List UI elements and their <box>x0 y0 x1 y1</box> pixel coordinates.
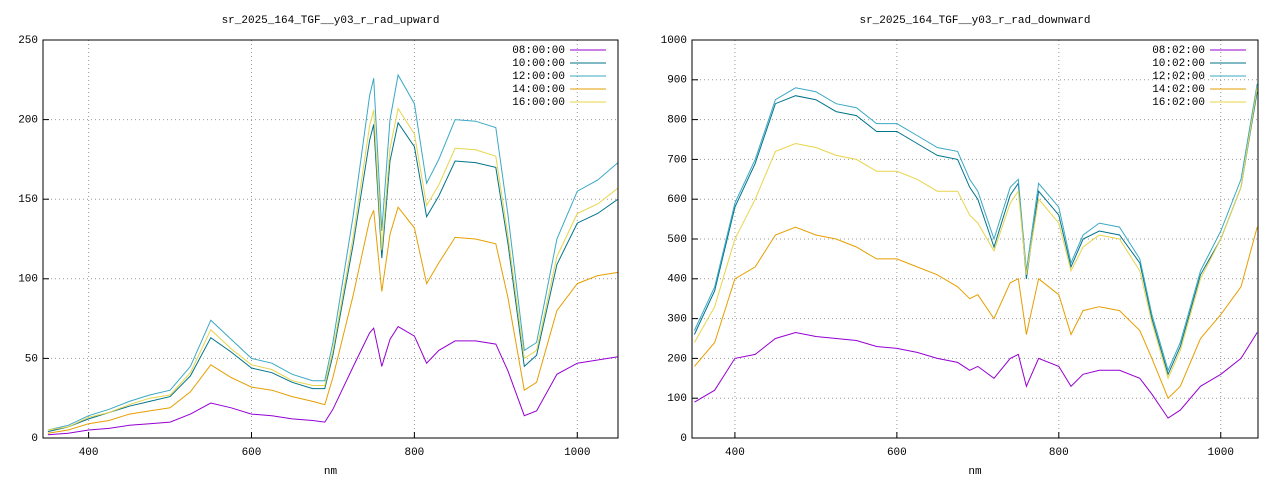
y-tick-label: 100 <box>667 393 687 405</box>
legend-label: 10:00:00 <box>512 58 565 70</box>
y-tick-label: 600 <box>667 194 687 206</box>
legend-label: 10:02:00 <box>1152 58 1205 70</box>
y-tick-label: 400 <box>667 274 687 286</box>
x-tick-label: 1000 <box>1208 447 1234 459</box>
y-tick-label: 300 <box>667 314 687 326</box>
x-tick-label: 600 <box>242 447 262 459</box>
y-tick-label: 200 <box>18 115 38 127</box>
y-tick-label: 500 <box>667 234 687 246</box>
legend-label: 16:02:00 <box>1152 97 1205 109</box>
legend-label: 16:00:00 <box>512 97 565 109</box>
data-line <box>47 121 618 433</box>
legend-label: 12:00:00 <box>512 71 565 83</box>
y-tick-label: 200 <box>667 353 687 365</box>
data-line <box>693 83 1258 372</box>
legend-label: 12:02:00 <box>1152 71 1205 83</box>
y-tick-label: 0 <box>31 433 38 445</box>
data-line <box>47 107 618 431</box>
legend-label: 14:00:00 <box>512 84 565 96</box>
x-tick-label: 800 <box>1049 447 1069 459</box>
chart-title: sr_2025_164_TGF__y03_r_rad_downward <box>859 15 1090 27</box>
y-tick-label: 700 <box>667 154 687 166</box>
x-tick-label: 400 <box>79 447 99 459</box>
y-tick-label: 50 <box>25 353 38 365</box>
chart-title: sr_2025_164_TGF__y03_r_rad_upward <box>222 15 440 27</box>
data-line <box>47 206 618 434</box>
x-tick-label: 400 <box>725 447 745 459</box>
y-tick-label: 100 <box>18 274 38 286</box>
x-tick-label: 800 <box>404 447 424 459</box>
plot-border <box>691 39 1259 439</box>
legend-label: 08:02:00 <box>1152 45 1205 57</box>
x-axis-label: nm <box>324 466 338 478</box>
data-line <box>47 325 618 436</box>
y-tick-label: 800 <box>667 115 687 127</box>
x-tick-label: 600 <box>887 447 907 459</box>
data-line <box>693 91 1258 376</box>
y-tick-label: 150 <box>18 194 38 206</box>
legend-label: 14:02:00 <box>1152 84 1205 96</box>
data-line <box>694 331 1258 419</box>
y-tick-label: 0 <box>680 433 687 445</box>
data-line <box>694 226 1258 400</box>
x-axis-label: nm <box>968 466 982 478</box>
legend-label: 08:00:00 <box>512 45 565 57</box>
y-tick-label: 1000 <box>661 35 687 47</box>
data-line <box>693 87 1258 380</box>
y-tick-label: 900 <box>667 75 687 87</box>
data-line <box>47 73 618 431</box>
plot-border <box>42 39 619 439</box>
y-tick-label: 250 <box>18 35 38 47</box>
x-tick-label: 1000 <box>564 447 590 459</box>
